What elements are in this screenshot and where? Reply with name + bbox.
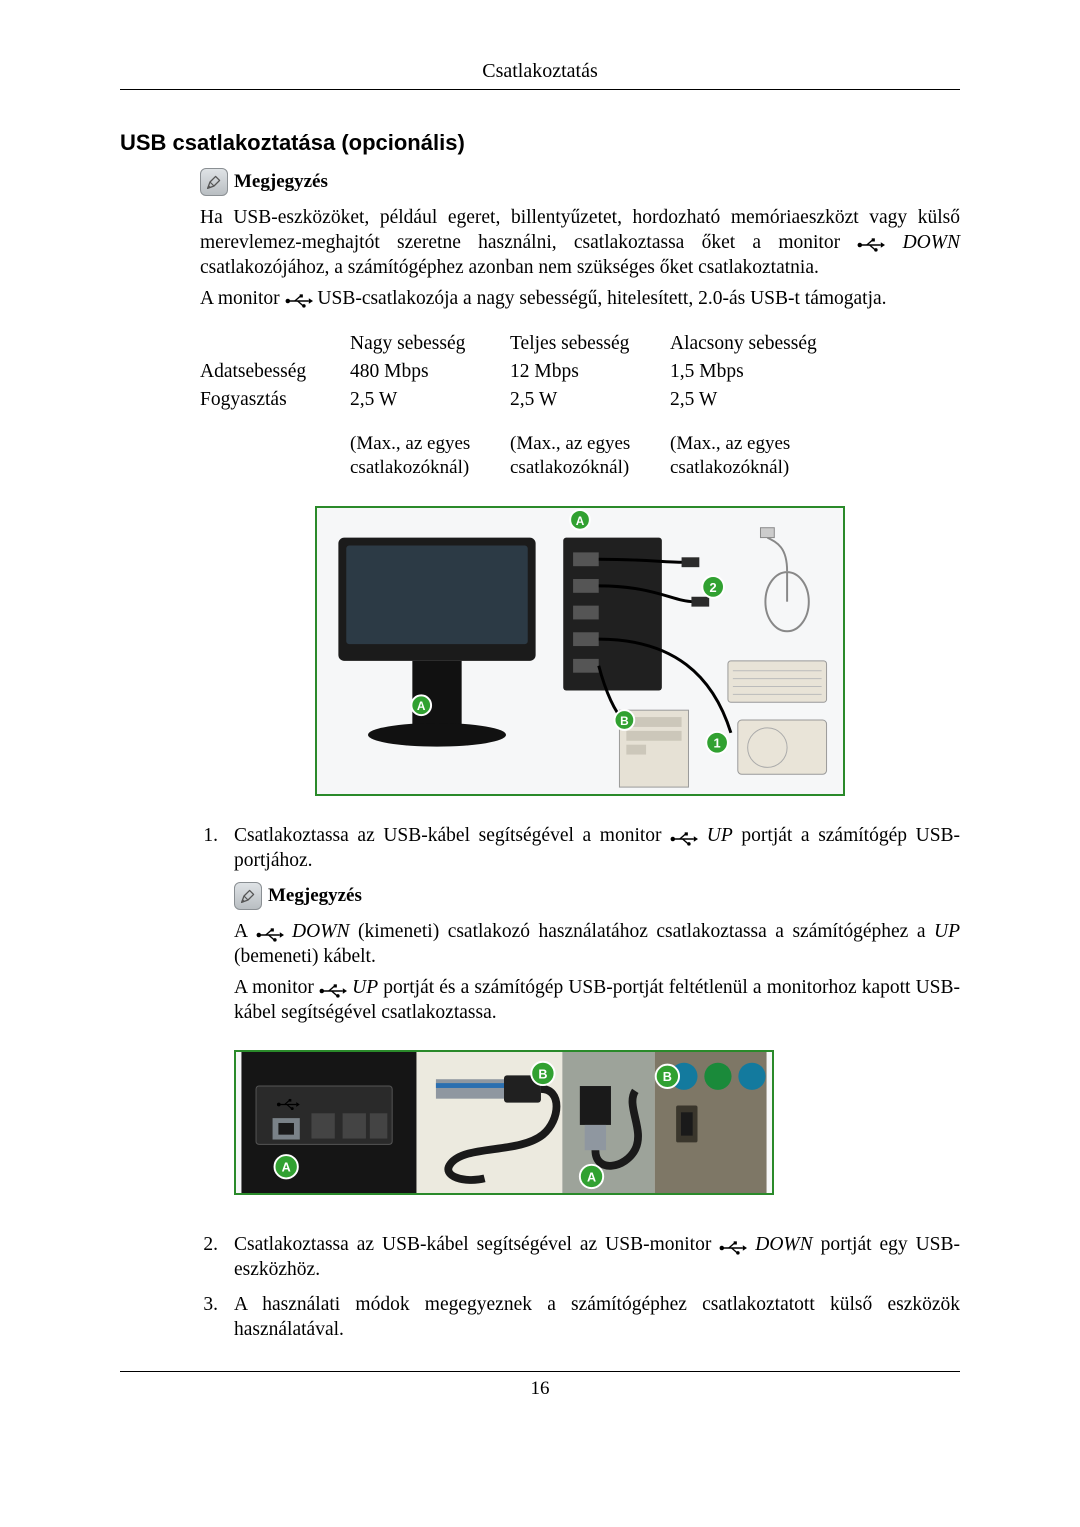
text: Ha USB-eszközöket, például egeret, bille… bbox=[200, 207, 960, 253]
cell: 12 Mbps bbox=[510, 358, 670, 386]
text: Csatlakoztassa az USB-kábel segítségével… bbox=[234, 825, 670, 846]
note-label: Megjegyzés bbox=[268, 884, 362, 908]
usb-icon bbox=[319, 981, 347, 997]
intro-paragraph-2: A monitor USB-csatlakozója a nagy sebess… bbox=[200, 287, 960, 312]
cell: 2,5 W bbox=[510, 386, 670, 414]
text: (bemeneti) kábelt. bbox=[234, 946, 376, 967]
svg-text:B: B bbox=[538, 1067, 547, 1081]
instruction-list: 1. Csatlakoztassa az USB-kábel segítségé… bbox=[200, 824, 960, 1343]
spec-table: Nagy sebesség Teljes sebesség Alacsony s… bbox=[200, 330, 830, 483]
text: A monitor bbox=[200, 288, 285, 309]
item-number: 1. bbox=[200, 824, 218, 1223]
note-block: Megjegyzés bbox=[200, 168, 960, 196]
intro-paragraph-1: Ha USB-eszközöket, például egeret, bille… bbox=[200, 206, 960, 281]
down-word: DOWN bbox=[903, 232, 960, 253]
list-item: 3. A használati módok megegyeznek a szám… bbox=[200, 1293, 960, 1343]
note-block: Megjegyzés bbox=[234, 882, 960, 910]
up-word: UP bbox=[934, 921, 960, 942]
col-header: Alacsony sebesség bbox=[670, 330, 830, 358]
table-header-row: Nagy sebesség Teljes sebesség Alacsony s… bbox=[200, 330, 830, 358]
row-label: Fogyasztás bbox=[200, 386, 350, 414]
usb-icon bbox=[256, 925, 284, 941]
list-item: 1. Csatlakoztassa az USB-kábel segítségé… bbox=[200, 824, 960, 1223]
sub-paragraph-2: A monitor UP portját és a számítógép USB… bbox=[234, 976, 960, 1026]
svg-text:A: A bbox=[282, 1161, 291, 1175]
svg-text:A: A bbox=[576, 514, 585, 528]
down-word: DOWN bbox=[292, 921, 349, 942]
table-row: Fogyasztás 2,5 W 2,5 W 2,5 W bbox=[200, 386, 830, 414]
usb-icon bbox=[857, 235, 885, 251]
figure-port-detail: A B bbox=[234, 1050, 774, 1195]
cell: 480 Mbps bbox=[350, 358, 510, 386]
down-word: DOWN bbox=[755, 1234, 812, 1255]
text: (kimeneti) csatlakozó használatához csat… bbox=[358, 921, 934, 942]
figure-connection-diagram: A A 2 bbox=[315, 506, 845, 796]
table-footnote-row: (Max., az egyes csatlakozóknál) (Max., a… bbox=[200, 414, 830, 483]
svg-text:1: 1 bbox=[714, 736, 721, 751]
page-header: Csatlakoztatás bbox=[120, 60, 960, 83]
note-icon bbox=[200, 168, 228, 196]
list-item: 2. Csatlakoztassa az USB-kábel segítségé… bbox=[200, 1233, 960, 1283]
cell: 2,5 W bbox=[670, 386, 830, 414]
footnote-cell: (Max., az egyes csatlakozóknál) bbox=[510, 414, 670, 483]
rule-bottom bbox=[120, 1371, 960, 1372]
item-number: 3. bbox=[200, 1293, 218, 1343]
note-icon bbox=[234, 882, 262, 910]
section-heading: USB csatlakoztatása (opcionális) bbox=[120, 130, 960, 156]
note-label: Megjegyzés bbox=[234, 171, 328, 193]
usb-icon bbox=[285, 291, 313, 307]
item-number: 2. bbox=[200, 1233, 218, 1283]
footnote-cell: (Max., az egyes csatlakozóknál) bbox=[350, 414, 510, 483]
text: A bbox=[234, 921, 256, 942]
text: USB-csatlakozója a nagy sebességű, hitel… bbox=[317, 288, 886, 309]
up-word: UP bbox=[352, 977, 378, 998]
col-header: Teljes sebesség bbox=[510, 330, 670, 358]
table-row: Adatsebesség 480 Mbps 12 Mbps 1,5 Mbps bbox=[200, 358, 830, 386]
text: Csatlakoztassa az USB-kábel segítségével… bbox=[234, 1234, 719, 1255]
sub-paragraph-1: A DOWN (kimeneti) csatlakozó használatáh… bbox=[234, 920, 960, 970]
footnote-cell: (Max., az egyes csatlakozóknál) bbox=[670, 414, 830, 483]
col-header: Nagy sebesség bbox=[350, 330, 510, 358]
up-word: UP bbox=[707, 825, 733, 846]
svg-text:A: A bbox=[417, 699, 426, 713]
svg-text:B: B bbox=[663, 1070, 672, 1084]
usb-icon bbox=[719, 1238, 747, 1254]
cell: 1,5 Mbps bbox=[670, 358, 830, 386]
rule-top bbox=[120, 89, 960, 90]
svg-text:A: A bbox=[587, 1170, 596, 1184]
page-number: 16 bbox=[120, 1378, 960, 1400]
svg-text:2: 2 bbox=[710, 580, 717, 595]
text: csatlakozójához, a számítógéphez azonban… bbox=[200, 257, 819, 278]
row-label: Adatsebesség bbox=[200, 358, 350, 386]
text: A használati módok megegyeznek a számító… bbox=[234, 1293, 960, 1343]
svg-text:B: B bbox=[620, 714, 629, 728]
cell: 2,5 W bbox=[350, 386, 510, 414]
text: A monitor bbox=[234, 977, 319, 998]
usb-icon bbox=[670, 829, 698, 845]
